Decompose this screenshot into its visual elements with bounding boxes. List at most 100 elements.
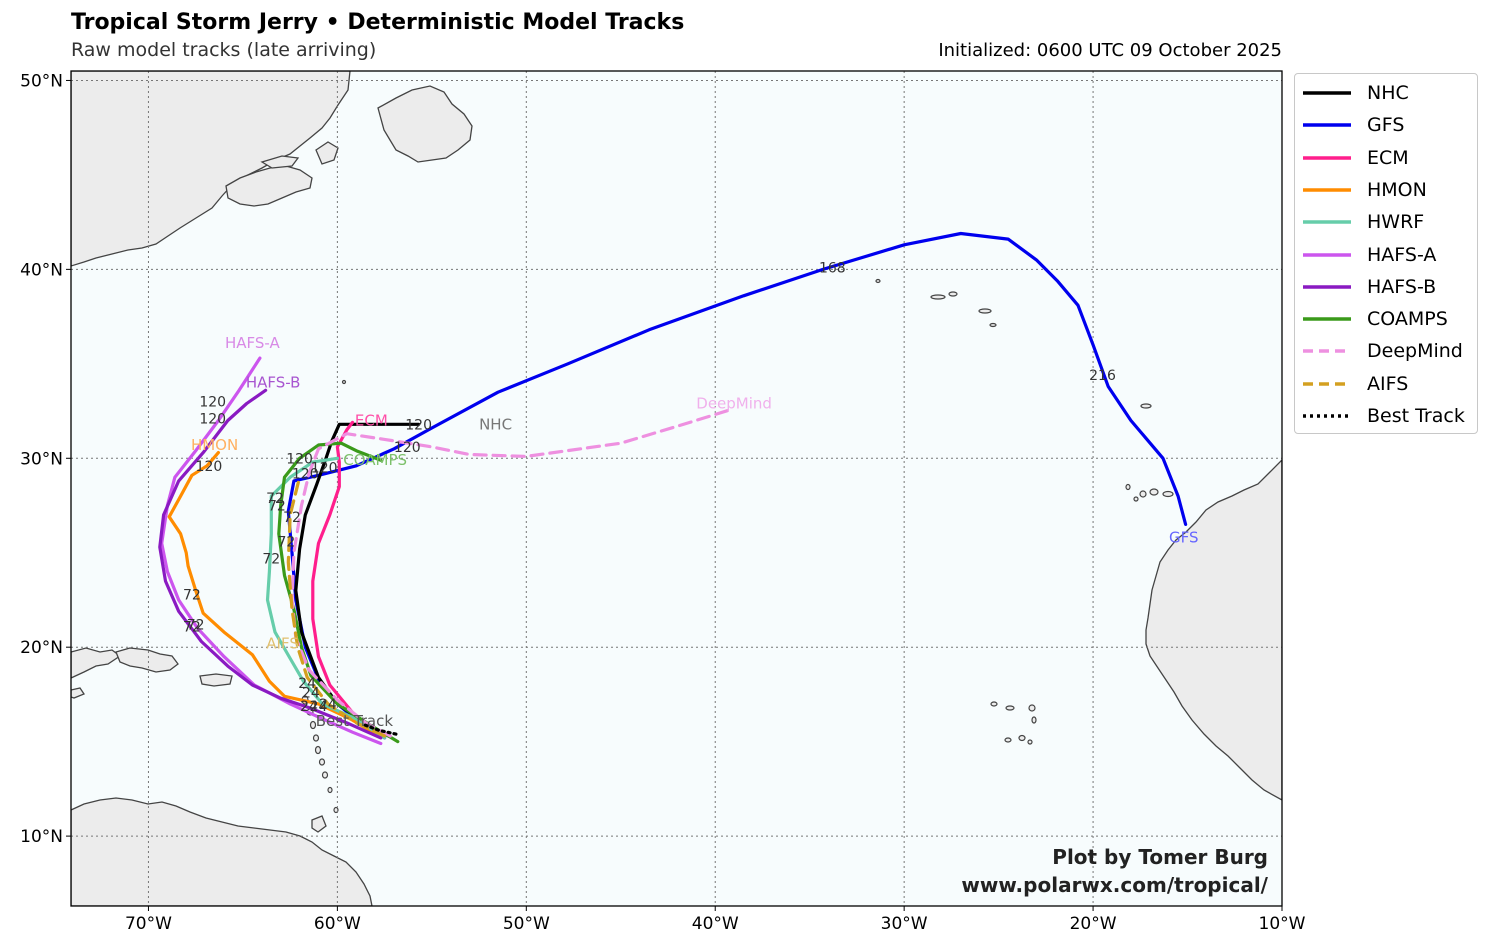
- legend-label: GFS: [1367, 114, 1405, 137]
- forecast-hour-24-label: 24: [302, 686, 320, 702]
- legend-swatch: [1303, 220, 1351, 224]
- legend-swatch: [1303, 285, 1351, 289]
- track-hafs-b: [158, 388, 383, 740]
- legend-swatch: [1303, 414, 1351, 418]
- map-title: Tropical Storm Jerry • Deterministic Mod…: [71, 10, 685, 35]
- legend-item-hwrf: HWRF: [1295, 209, 1477, 235]
- track-name-label: ECM: [355, 411, 388, 429]
- land-jamaica: [71, 687, 85, 699]
- islands-bermuda: [341, 379, 347, 385]
- forecast-hour-label: 120: [199, 395, 226, 411]
- forecast-hour-24-label: 24: [300, 699, 318, 715]
- axis-ticks: 70°W 60°W 50°W 40°W 30°W 20°W 10°W 10°N 20°N 30°N…: [20, 71, 1306, 934]
- forecast-hour-label: 120: [199, 412, 226, 428]
- legend-item-hmon: HMON: [1295, 177, 1477, 203]
- forecast-hour-label: 120: [286, 451, 313, 467]
- tick-label-lon: 40°W: [692, 914, 739, 934]
- land-cape-breton: [315, 141, 339, 165]
- legend-label: HMON: [1367, 178, 1427, 201]
- legend-item-coamps: COAMPS: [1295, 306, 1477, 332]
- legend-swatch: [1303, 123, 1351, 128]
- forecast-hour-label: 72: [183, 619, 201, 635]
- credit-line2: www.polarwx.com/tropical/: [961, 873, 1268, 897]
- forecast-hour-72-label: 72: [266, 491, 284, 507]
- tick-label-lon: 10°W: [1259, 914, 1306, 934]
- forecast-hour-label: 72: [183, 587, 201, 603]
- tick-label-lon: 20°W: [1070, 914, 1117, 934]
- legend-swatch: [1303, 317, 1351, 321]
- forecast-hour-72-label: 72: [277, 534, 295, 550]
- islands-canaries: [1125, 483, 1174, 502]
- tick-label-lon: 60°W: [314, 914, 361, 934]
- tick-label-lat: 20°N: [20, 638, 63, 658]
- tick-label-lat: 40°N: [20, 260, 63, 280]
- land-south-america: [71, 797, 373, 906]
- forecast-hour-label: 72: [268, 499, 286, 515]
- land-africa: [1145, 459, 1282, 801]
- land-trinidad: [311, 815, 327, 833]
- legend-label: COAMPS: [1367, 308, 1448, 331]
- tick-label-lat: 50°N: [20, 71, 63, 91]
- forecast-hour-label: 120: [311, 461, 338, 477]
- tick-label-lon: 30°W: [881, 914, 928, 934]
- forecast-hour-label: 216: [1089, 368, 1116, 384]
- forecast-hour-24-label: 24: [319, 697, 337, 713]
- islands-lesser-antilles: [301, 695, 339, 814]
- track-name-label: COAMPS: [343, 451, 407, 469]
- forecast-hour-72-label: 72: [283, 510, 301, 526]
- track-name-label: GFS: [1169, 529, 1199, 547]
- legend-label: AIFS: [1367, 372, 1409, 395]
- map-frame: [70, 70, 1283, 907]
- track-ecm: [311, 420, 381, 736]
- tick-label-lon: 70°W: [125, 914, 172, 934]
- track-aifs: [286, 475, 387, 738]
- legend-label: ECM: [1367, 146, 1409, 169]
- legend-label: Best Track: [1367, 405, 1465, 427]
- land-nova-scotia: [225, 165, 313, 207]
- legend-swatch: [1303, 381, 1351, 386]
- forecast-hour-24-label: 24: [298, 676, 316, 692]
- forecast-hour-label: 120: [394, 440, 421, 456]
- legend-label: DeepMind: [1367, 340, 1463, 363]
- tick-label-lat: 30°N: [20, 449, 63, 469]
- islands-azores: [875, 278, 997, 328]
- initialized-time: Initialized: 0600 UTC 09 October 2025: [938, 40, 1282, 61]
- track-hwrf: [265, 456, 387, 740]
- forecast-hour-label: 72: [262, 551, 280, 567]
- track-name-label: HMON: [191, 436, 238, 454]
- legend-item-nhc: NHC: [1295, 80, 1477, 106]
- track-hafs-a: [160, 356, 383, 746]
- track-name-label: DeepMind: [696, 394, 772, 412]
- legend: NHC GFS ECM HMON HWRF HAFS-A HAFS-B COAMPS DeepM…: [1294, 73, 1478, 434]
- legend-item-aifs: AIFS: [1295, 371, 1477, 397]
- legend-swatch: [1303, 349, 1351, 354]
- credit-line1: Plot by Tomer Burg: [1052, 845, 1268, 869]
- legend-swatch: [1303, 188, 1351, 192]
- ocean-background: [71, 71, 1282, 906]
- track-deepmind: [290, 407, 734, 738]
- legend-item-best-track: Best Track: [1295, 403, 1477, 429]
- tick-label-lat: 10°N: [20, 827, 63, 847]
- track-coamps: [277, 441, 400, 744]
- map-subtitle: Raw model tracks (late arriving): [71, 39, 377, 61]
- tick-label-lon: 50°W: [503, 914, 550, 934]
- legend-swatch: [1303, 252, 1351, 257]
- forecast-hour-label: 120: [292, 466, 319, 482]
- graticule: [71, 71, 1282, 906]
- forecast-hour-label: 72: [187, 618, 205, 634]
- legend-swatch: [1303, 91, 1351, 95]
- legend-label: NHC: [1367, 82, 1409, 104]
- land-cuba: [71, 647, 122, 679]
- track-labels: 1682161201201207272120721207212072120120…: [183, 260, 1199, 729]
- legend-label: HAFS-A: [1367, 243, 1437, 266]
- land-layer: [71, 71, 1282, 906]
- track-name-label: HAFS-B: [246, 374, 301, 392]
- islands-cape-verde: [990, 701, 1037, 745]
- legend-item-ecm: ECM: [1295, 145, 1477, 171]
- legend-item-gfs: GFS: [1295, 112, 1477, 138]
- track-name-label: Best Track: [316, 712, 394, 730]
- track-name-label: NHC: [479, 415, 512, 433]
- legend-label: HAFS-B: [1367, 275, 1437, 298]
- legend-item-deepmind: DeepMind: [1295, 338, 1477, 364]
